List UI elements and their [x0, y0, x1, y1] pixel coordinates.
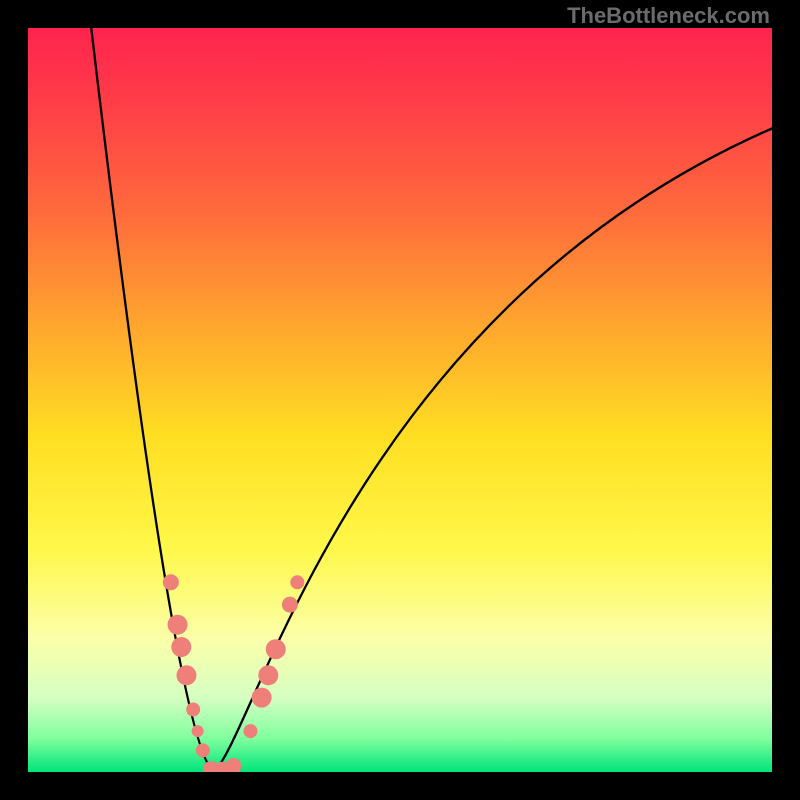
- data-marker: [243, 724, 257, 738]
- data-marker: [176, 665, 196, 685]
- data-marker: [186, 703, 200, 717]
- data-marker: [290, 575, 304, 589]
- gradient-background: [28, 28, 772, 772]
- data-marker: [282, 597, 298, 613]
- data-marker: [266, 639, 286, 659]
- watermark-text: TheBottleneck.com: [567, 3, 770, 29]
- data-marker: [258, 665, 278, 685]
- data-marker: [171, 637, 191, 657]
- chart-svg: [28, 28, 772, 772]
- plot-area: [28, 28, 772, 772]
- data-marker: [168, 615, 188, 635]
- data-marker: [163, 574, 179, 590]
- data-marker: [192, 725, 204, 737]
- data-marker: [196, 743, 210, 757]
- data-marker: [252, 688, 272, 708]
- chart-canvas: TheBottleneck.com: [0, 0, 800, 800]
